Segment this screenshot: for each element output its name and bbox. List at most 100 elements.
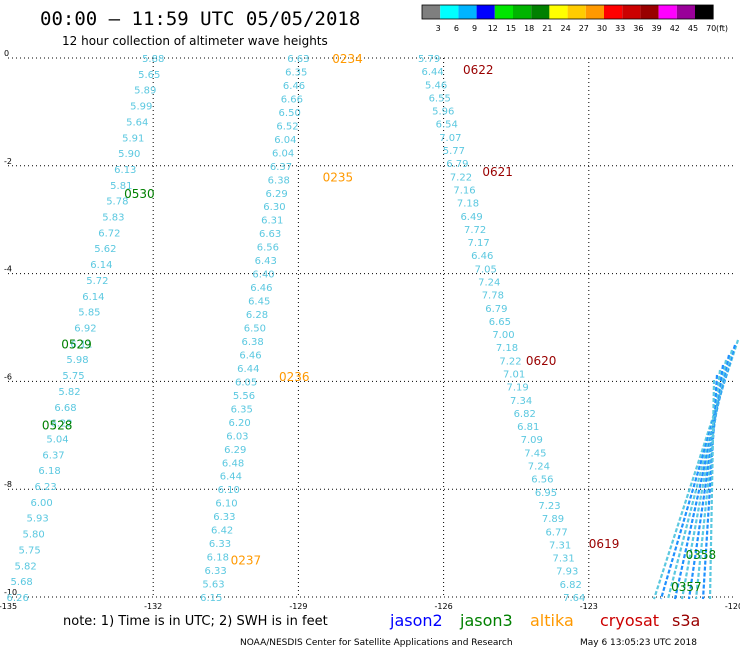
track-1-value-36: 6.33 [209, 539, 231, 550]
track-0-value-24: 5.04 [46, 434, 68, 445]
track-2-value-8: 6.79 [446, 159, 468, 170]
track-1-value-39: 5.63 [202, 580, 224, 591]
track-2-value-17: 7.24 [478, 277, 500, 288]
x-axis-ticks: -135 -132 -129 -126 -123 -120 [0, 602, 740, 611]
track-1-value-28: 6.03 [226, 431, 248, 442]
track-0-value-15: 6.14 [82, 292, 104, 303]
track-0-value-31: 5.75 [19, 545, 41, 556]
track-0-value-29: 5.93 [26, 514, 48, 525]
track-1-value-35: 6.42 [211, 526, 233, 537]
satellite-legend-jason2: jason2 [389, 611, 443, 630]
track-1-value-2: 6.46 [283, 81, 305, 92]
track-1-value-34: 6.33 [213, 512, 235, 523]
track-2-value-9: 7.22 [450, 172, 472, 183]
track-1-value-12: 6.31 [261, 216, 283, 227]
track-0-value-12: 5.62 [94, 244, 116, 255]
track-0-value-34: 6.26 [7, 593, 29, 604]
track-2-value-3: 6.55 [429, 93, 451, 104]
track-2-value-39: 7.93 [556, 567, 578, 578]
track-1-value-18: 6.45 [248, 297, 270, 308]
swath-line-7 [701, 374, 719, 600]
track-0-value-11: 6.72 [98, 228, 120, 239]
track-1-value-32: 6.10 [218, 485, 240, 496]
track-0-value-1: 5.65 [138, 70, 160, 81]
track-1-value-25: 5.56 [233, 391, 255, 402]
track-0-value-8: 5.81 [110, 181, 132, 192]
time-label-12: 0357 [671, 580, 702, 594]
track-1-value-6: 6.04 [274, 135, 296, 146]
color-bin-5 [513, 5, 532, 19]
track-0-value-20: 5.75 [62, 371, 84, 382]
color-bin-label-10: 33 [615, 24, 625, 33]
y-tick-label-1: -2 [4, 157, 12, 166]
color-bin-15 [695, 5, 714, 19]
track-2-value-0: 5.79 [418, 54, 440, 65]
footer-credit: NOAA/NESDIS Center for Satellite Applica… [240, 638, 513, 648]
track-1-value-0: 6.63 [287, 54, 309, 65]
color-bin-4 [494, 5, 513, 19]
track-2-value-24: 7.01 [503, 370, 525, 381]
color-bin-label-3: 12 [488, 24, 498, 33]
track-1-value-26: 6.35 [231, 404, 253, 415]
grid-lines [8, 57, 734, 598]
color-bin-13 [658, 5, 677, 19]
track-2-value-10: 7.16 [453, 185, 475, 196]
track-2-value-28: 6.81 [517, 422, 539, 433]
chart-subtitle: 12 hour collection of altimeter wave hei… [62, 34, 328, 48]
x-tick-label-4: -123 [580, 602, 598, 611]
pass-time-labels: 0528 0529 0530 0234 0235 0236 0237 0622 0621 0620… [42, 52, 716, 594]
track-0-value-3: 5.99 [130, 102, 152, 113]
chart-title: 00:00 – 11:59 UTC 05/05/2018 [40, 8, 360, 30]
x-tick-label-3: -126 [435, 602, 453, 611]
footer-timestamp: May 6 13:05:23 UTC 2018 [580, 638, 697, 648]
track-1-value-4: 6.50 [279, 108, 301, 119]
track-2-value-26: 7.34 [510, 396, 532, 407]
time-label-7: 0622 [463, 63, 494, 77]
track-2-value-40: 6.82 [560, 580, 582, 591]
track-1-value-11: 6.30 [263, 202, 285, 213]
color-bin-label-15: 70 [706, 24, 716, 33]
track-0-value-14: 5.72 [86, 276, 108, 287]
color-bin-label-2: 9 [472, 24, 477, 33]
track-1-value-8: 6.37 [270, 162, 292, 173]
track-2-value-14: 7.17 [468, 238, 490, 249]
satellite-legend: jason2 jason3 altika cryosat s3a [389, 611, 700, 630]
y-axis-ticks: 0 -2 -4 -6 -8 -10 [4, 49, 17, 597]
time-label-5: 0236 [279, 370, 310, 384]
track-2-value-5: 6.54 [436, 120, 458, 131]
footer-note: note: 1) Time is in UTC; 2) SWH is in fe… [63, 614, 328, 629]
color-bin-11 [622, 5, 641, 19]
track-0-value-0: 5.88 [142, 54, 164, 65]
track-0-value-28: 6.00 [30, 498, 52, 509]
color-bin-3 [476, 5, 495, 19]
track-1-value-21: 6.38 [242, 337, 264, 348]
color-bin-7 [549, 5, 568, 19]
track-2-value-38: 7.31 [553, 554, 575, 565]
track-0-value-19: 5.98 [66, 355, 88, 366]
color-bin-10 [604, 5, 623, 19]
track-2-value-11: 7.18 [457, 199, 479, 210]
track-1-value-27: 6.20 [228, 418, 250, 429]
track-1-value-24: 6.05 [235, 377, 257, 388]
satellite-legend-cryosat: cryosat [600, 611, 659, 630]
time-label-8: 0621 [482, 165, 513, 179]
color-bin-8 [567, 5, 586, 19]
time-label-0: 0528 [42, 419, 73, 433]
color-bin-label-5: 18 [524, 24, 534, 33]
track-0-value-22: 6.68 [54, 403, 76, 414]
track-2-value-20: 6.65 [489, 317, 511, 328]
track-2-value-21: 7.00 [492, 330, 514, 341]
track-2-value-19: 6.79 [485, 304, 507, 315]
x-tick-label-1: -132 [144, 602, 162, 611]
track-1-value-23: 6.44 [237, 364, 259, 375]
track-0-value-10: 5.83 [102, 213, 124, 224]
time-label-2: 0530 [124, 187, 155, 201]
track-0-value-23: 6.22 [50, 419, 72, 430]
track-0-value-2: 5.89 [134, 86, 156, 97]
track-0-value-13: 6.14 [90, 260, 112, 271]
track-2-value-31: 7.24 [528, 462, 550, 473]
color-bin-label-4: 15 [506, 24, 516, 33]
y-tick-label-0: 0 [4, 49, 9, 58]
track-2-value-4: 5.96 [432, 107, 454, 118]
track-1-value-1: 6.35 [285, 67, 307, 78]
